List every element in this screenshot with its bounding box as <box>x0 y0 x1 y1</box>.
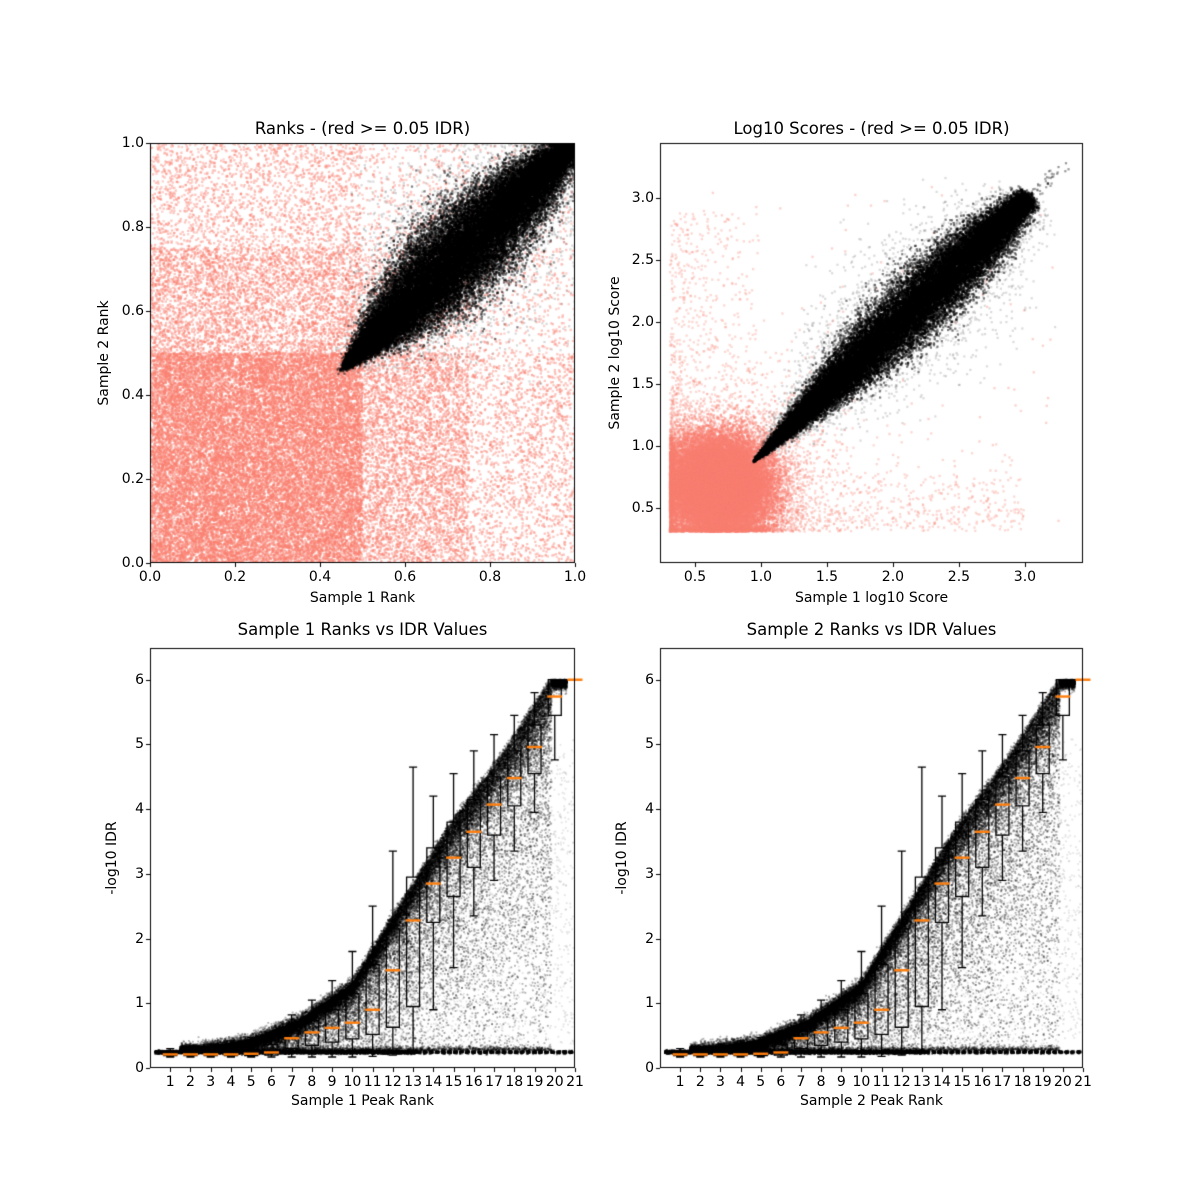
x-axis-label-sample2-idr: Sample 2 Peak Rank <box>800 1093 943 1109</box>
y-tick-label: 0.0 <box>121 555 144 571</box>
x-axis-label-sample1-idr: Sample 1 Peak Rank <box>291 1093 434 1109</box>
x-axis-label-ranks: Sample 1 Rank <box>309 590 416 606</box>
x-tick-label: 18 <box>1013 1074 1032 1090</box>
y-tick-label: 0 <box>135 1060 144 1076</box>
x-tick-label: 0.5 <box>683 569 707 585</box>
y-tick-label: 0 <box>645 1060 654 1076</box>
x-tick-label: 13 <box>404 1074 423 1090</box>
y-tick-label: 5 <box>135 736 144 753</box>
x-tick-label: 14 <box>933 1074 951 1090</box>
x-tick-label: 21 <box>566 1074 584 1090</box>
y-tick-label: 4 <box>135 801 144 818</box>
plot-title-sample1-idr: Sample 1 Ranks vs IDR Values <box>237 620 488 639</box>
x-tick-label: 0.4 <box>308 569 332 585</box>
y-tick-label: 6 <box>135 671 144 688</box>
y-tick-label: 1.0 <box>121 135 144 151</box>
x-tick-label: 8 <box>816 1074 826 1090</box>
x-tick-label: 18 <box>505 1074 524 1090</box>
x-tick-label: 19 <box>1033 1074 1052 1090</box>
x-tick-label: 11 <box>872 1074 891 1090</box>
x-tick-label: 2 <box>186 1074 195 1090</box>
x-tick-label: 10 <box>852 1074 871 1090</box>
axes-sample1-rank-idr <box>150 648 575 1068</box>
x-tick-label: 11 <box>363 1074 382 1090</box>
y-tick-label: 3.0 <box>631 189 654 206</box>
x-tick-label: 5 <box>756 1074 766 1090</box>
x-tick-label: 2.5 <box>947 569 971 585</box>
y-tick-label: 1.5 <box>631 375 654 392</box>
x-tick-label: 21 <box>1074 1074 1092 1090</box>
x-tick-label: 4 <box>736 1074 746 1090</box>
y-tick-label: 0.5 <box>631 500 654 516</box>
y-tick-label: 0.2 <box>121 471 144 487</box>
x-tick-label: 17 <box>485 1074 503 1090</box>
y-tick-label: 0.6 <box>121 303 144 319</box>
y-axis-label-ranks: Sample 2 Rank <box>96 300 112 406</box>
x-tick-label: 2.0 <box>881 569 905 585</box>
y-axis-label-scores: Sample 2 log10 Score <box>607 276 623 430</box>
plot-title-scores: Log10 Scores - (red >= 0.05 IDR) <box>733 119 1010 138</box>
y-tick-label: 1 <box>135 995 144 1012</box>
x-tick-label: 15 <box>444 1074 463 1090</box>
x-tick-label: 4 <box>226 1074 236 1090</box>
y-tick-label: 0.4 <box>121 387 144 403</box>
x-tick-label: 1.0 <box>749 569 773 585</box>
x-tick-label: 14 <box>424 1074 443 1090</box>
x-tick-label: 9 <box>327 1074 337 1090</box>
y-tick-label: 2 <box>645 930 654 947</box>
y-tick-label: 2.5 <box>631 251 654 268</box>
y-tick-label: 1.0 <box>631 437 654 454</box>
x-tick-label: 7 <box>796 1074 806 1090</box>
y-tick-label: 3 <box>135 865 144 882</box>
x-tick-label: 17 <box>993 1074 1012 1090</box>
x-tick-label: 5 <box>246 1074 256 1090</box>
x-tick-label: 10 <box>343 1074 362 1090</box>
x-tick-label: 1 <box>675 1074 685 1090</box>
x-tick-label: 2 <box>695 1074 705 1090</box>
x-tick-label: 6 <box>776 1074 786 1090</box>
x-axis-label-scores: Sample 1 log10 Score <box>794 590 949 606</box>
y-tick-label: 2 <box>135 930 144 947</box>
x-tick-label: 12 <box>892 1074 911 1090</box>
x-tick-label: 8 <box>307 1074 317 1090</box>
x-tick-label: 6 <box>266 1074 276 1090</box>
y-tick-label: 0.8 <box>121 219 144 235</box>
x-tick-label: 12 <box>383 1074 402 1090</box>
x-tick-label: 0.2 <box>223 569 247 585</box>
axes-score-scatter <box>660 143 1083 563</box>
x-tick-label: 3 <box>715 1074 725 1090</box>
x-tick-label: 3 <box>206 1074 216 1090</box>
y-tick-label: 6 <box>645 671 654 688</box>
x-tick-label: 20 <box>545 1074 564 1090</box>
y-tick-label: 5 <box>645 736 654 753</box>
y-tick-label: 3 <box>645 865 654 882</box>
y-tick-label: 4 <box>645 801 654 818</box>
x-tick-label: 7 <box>287 1074 297 1090</box>
x-tick-label: 13 <box>912 1074 931 1090</box>
y-tick-label: 1 <box>645 995 654 1012</box>
x-tick-label: 3.0 <box>1013 569 1037 585</box>
y-tick-label: 2.0 <box>631 313 654 330</box>
x-tick-label: 0.6 <box>393 569 417 585</box>
x-tick-label: 0.8 <box>478 569 502 585</box>
x-tick-label: 1 <box>165 1074 175 1090</box>
x-tick-label: 1.0 <box>563 569 587 585</box>
x-tick-label: 16 <box>973 1074 992 1090</box>
plot-title-sample2-idr: Sample 2 Ranks vs IDR Values <box>746 620 997 639</box>
x-tick-label: 16 <box>464 1074 483 1090</box>
x-tick-label: 19 <box>525 1074 544 1090</box>
x-tick-label: 0.0 <box>138 569 162 585</box>
plot-title-ranks: Ranks - (red >= 0.05 IDR) <box>254 119 471 138</box>
axes-rank-scatter <box>150 143 575 563</box>
x-tick-label: 20 <box>1053 1074 1072 1090</box>
x-tick-label: 1.5 <box>815 569 839 585</box>
x-tick-label: 9 <box>836 1074 846 1090</box>
axes-sample2-rank-idr <box>660 648 1083 1068</box>
x-tick-label: 15 <box>953 1074 972 1090</box>
